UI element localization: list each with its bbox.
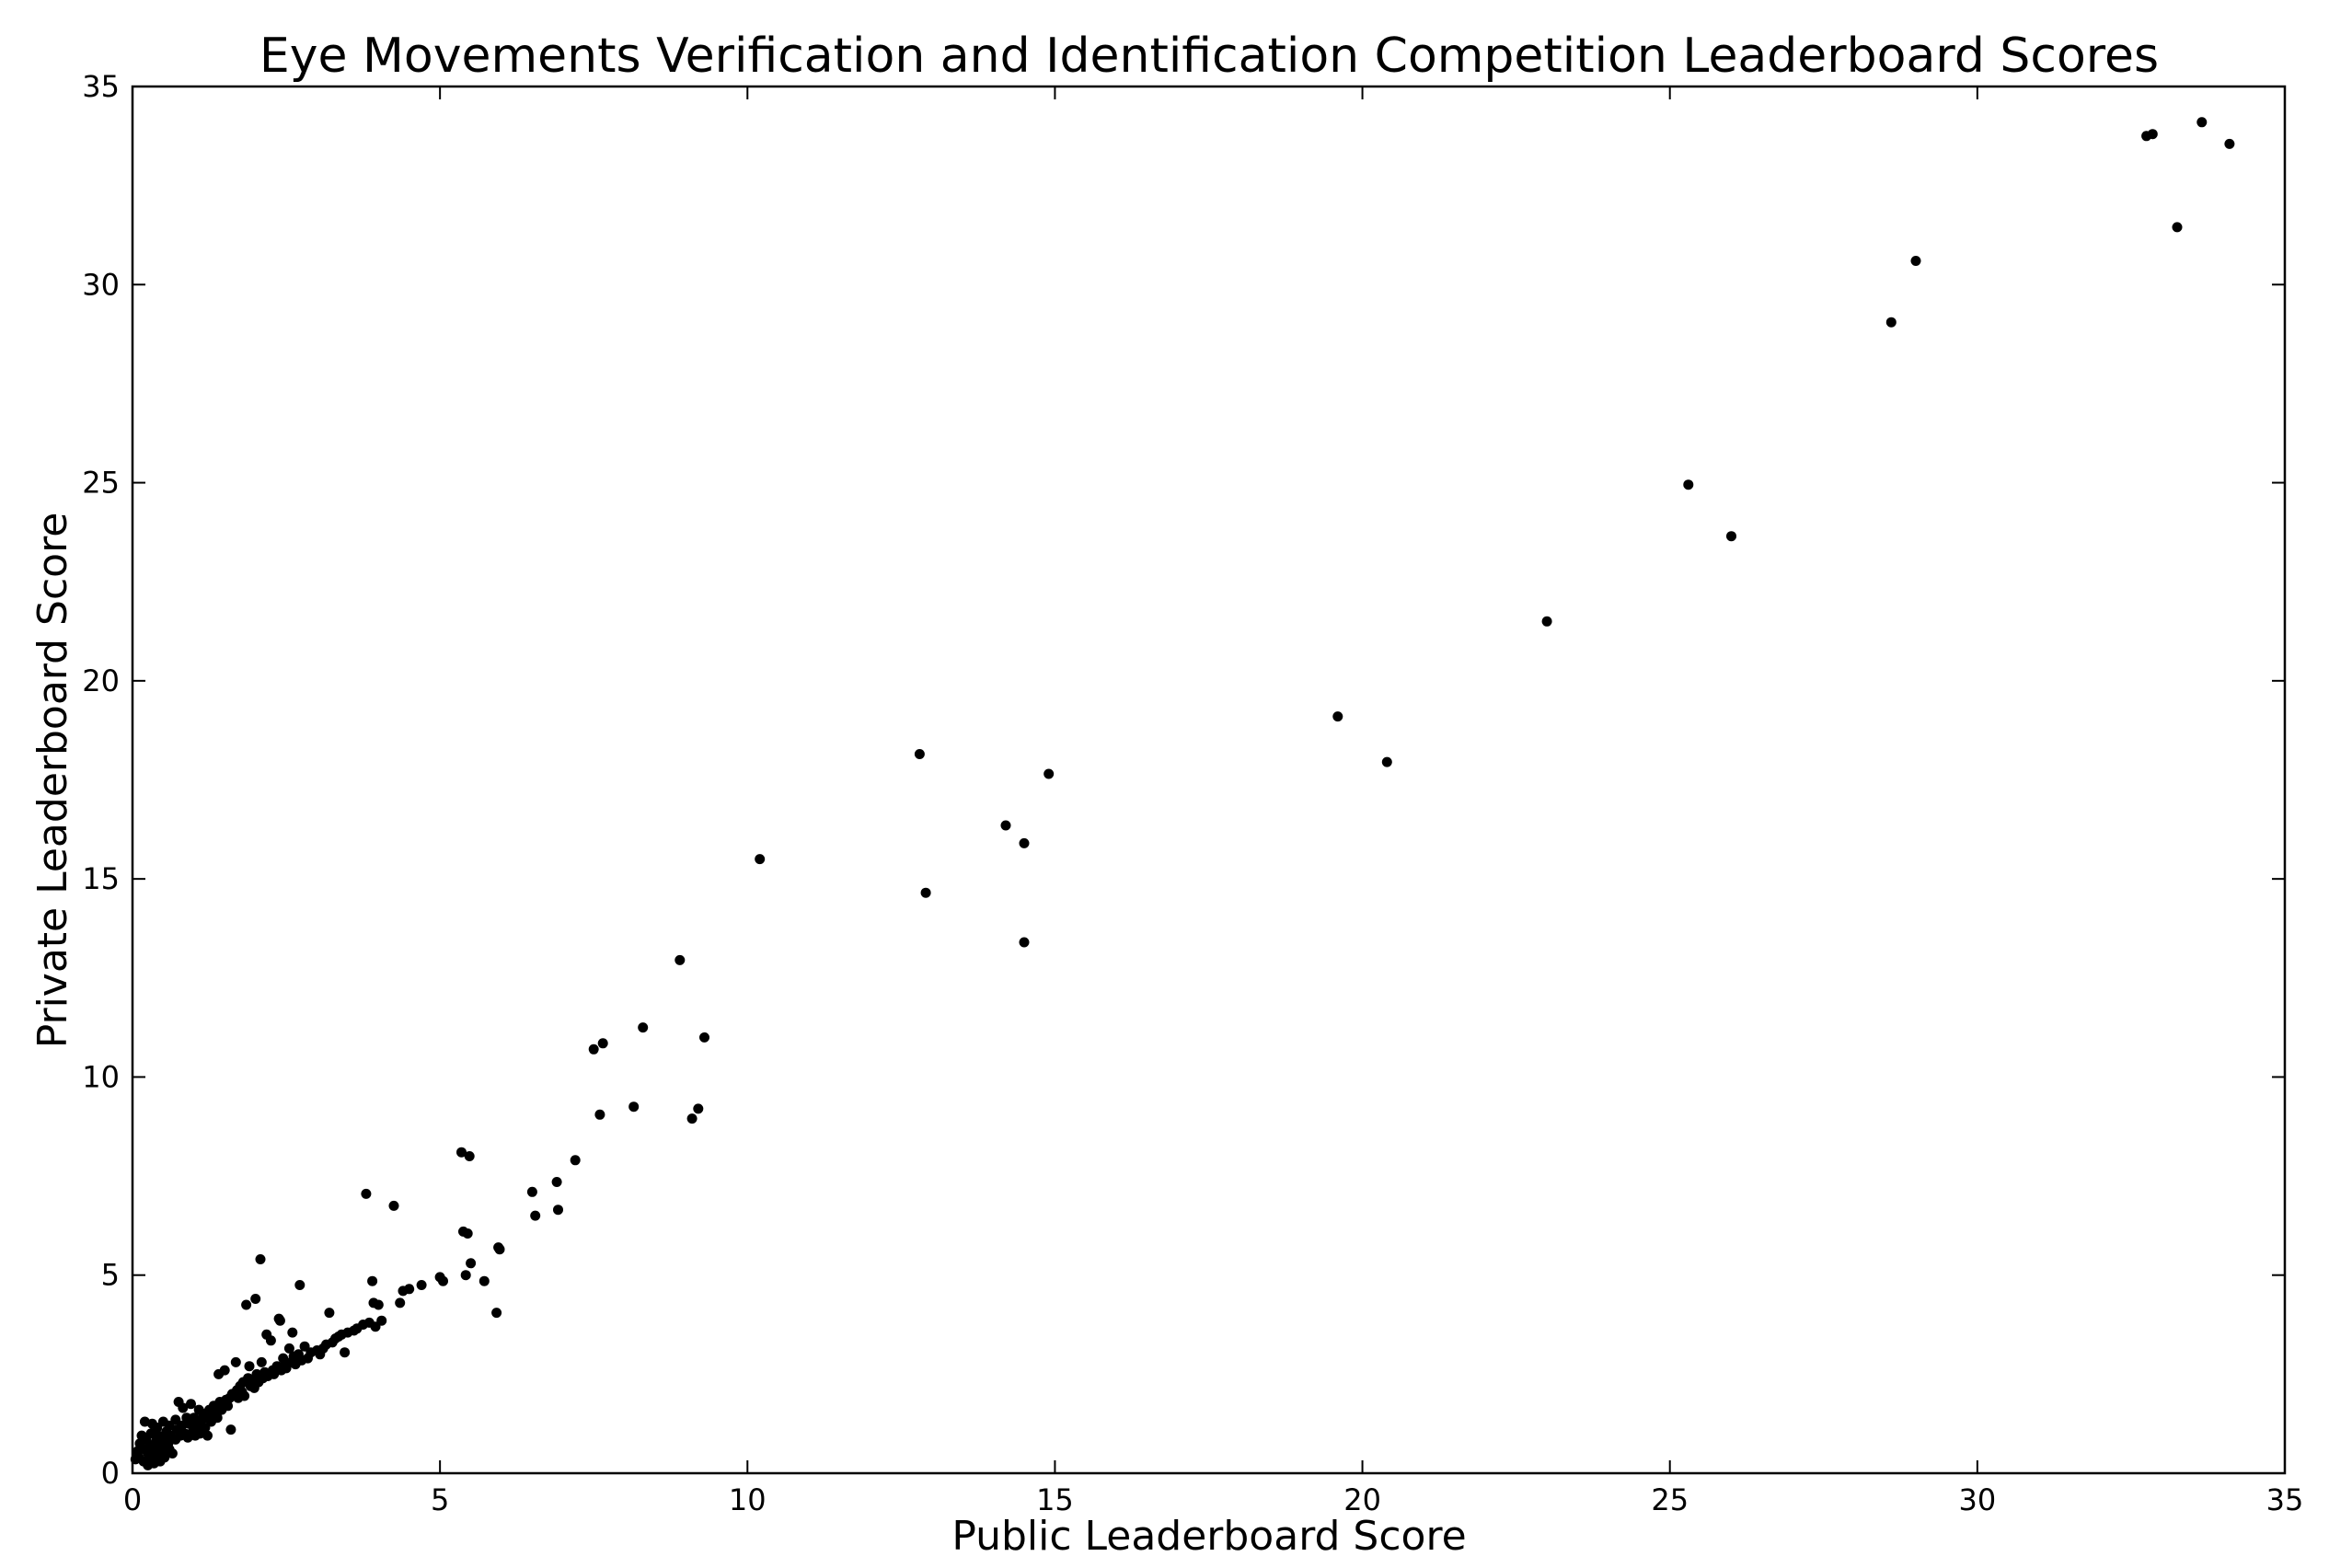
x-tick-label: 30 bbox=[1958, 1482, 1996, 1517]
data-point bbox=[674, 954, 686, 965]
data-point bbox=[1043, 768, 1055, 779]
data-point bbox=[244, 1361, 255, 1372]
x-tick-label: 35 bbox=[2266, 1482, 2304, 1517]
x-tick-label: 20 bbox=[1343, 1482, 1381, 1517]
data-point bbox=[491, 1308, 502, 1319]
y-tick-label: 0 bbox=[101, 1456, 120, 1491]
plot-area-frame bbox=[131, 85, 2287, 1475]
data-point bbox=[597, 1038, 608, 1049]
x-axis-label: Public Leaderboard Score bbox=[951, 1513, 1466, 1560]
data-point bbox=[230, 1356, 241, 1367]
data-point bbox=[265, 1335, 276, 1346]
data-point bbox=[1541, 616, 1552, 627]
data-point bbox=[250, 1294, 261, 1304]
data-point bbox=[551, 1177, 562, 1187]
data-point bbox=[178, 1402, 189, 1413]
data-point bbox=[274, 1315, 285, 1326]
data-point bbox=[438, 1275, 448, 1286]
y-tick-label: 20 bbox=[82, 663, 120, 698]
data-point bbox=[530, 1210, 541, 1221]
data-point bbox=[638, 1022, 649, 1033]
data-point bbox=[466, 1258, 477, 1269]
data-point bbox=[212, 1412, 223, 1424]
data-point bbox=[920, 887, 931, 898]
data-point bbox=[686, 1113, 698, 1124]
x-tick-label: 15 bbox=[1036, 1482, 1074, 1517]
data-point bbox=[186, 1399, 196, 1410]
data-point bbox=[464, 1151, 475, 1161]
y-tick-label: 35 bbox=[82, 69, 120, 104]
data-point bbox=[460, 1270, 471, 1281]
data-point bbox=[1019, 837, 1030, 848]
data-point bbox=[283, 1343, 294, 1354]
data-point bbox=[395, 1297, 406, 1309]
x-tick-label: 25 bbox=[1651, 1482, 1689, 1517]
data-point bbox=[324, 1308, 335, 1319]
data-point bbox=[388, 1200, 399, 1211]
data-point bbox=[367, 1275, 378, 1286]
y-axis-label: Private Leaderboard Score bbox=[29, 513, 76, 1049]
data-point bbox=[553, 1205, 563, 1216]
data-point bbox=[255, 1254, 266, 1264]
data-point bbox=[462, 1228, 473, 1239]
x-tick-label: 10 bbox=[729, 1482, 767, 1517]
x-tick-label: 0 bbox=[123, 1482, 142, 1517]
x-tick-label: 5 bbox=[431, 1482, 449, 1517]
data-point bbox=[914, 749, 925, 759]
data-point bbox=[1885, 317, 1897, 328]
y-tick-label: 25 bbox=[82, 466, 120, 501]
data-point bbox=[1726, 531, 1736, 542]
y-tick-label: 30 bbox=[82, 267, 120, 302]
data-point bbox=[361, 1188, 372, 1199]
data-point bbox=[223, 1401, 234, 1412]
points-layer bbox=[130, 117, 2235, 1470]
data-point bbox=[478, 1275, 490, 1286]
ticks-layer: 0 5 10 15 20 25 30 35 0 5 10 15 20 25 30 35 bbox=[82, 69, 2303, 1517]
data-point bbox=[1910, 256, 1921, 266]
data-point bbox=[1683, 479, 1694, 490]
data-point bbox=[416, 1280, 427, 1290]
y-tick-label: 5 bbox=[101, 1258, 120, 1293]
data-point bbox=[628, 1101, 640, 1113]
data-point bbox=[2224, 138, 2235, 149]
y-tick-label: 10 bbox=[82, 1059, 120, 1094]
data-point bbox=[159, 1452, 170, 1463]
data-point bbox=[287, 1327, 298, 1338]
chart-title: Eye Movements Verification and Identific… bbox=[259, 29, 2159, 84]
data-point bbox=[219, 1365, 230, 1376]
data-point bbox=[1019, 937, 1030, 948]
data-point bbox=[699, 1032, 709, 1043]
data-point bbox=[456, 1147, 467, 1158]
data-point bbox=[1332, 711, 1343, 722]
data-point bbox=[588, 1043, 599, 1055]
data-point bbox=[755, 854, 766, 865]
data-point bbox=[1381, 756, 1392, 767]
data-point bbox=[241, 1299, 252, 1310]
data-point bbox=[202, 1430, 213, 1441]
data-point bbox=[594, 1109, 605, 1120]
data-point bbox=[239, 1390, 250, 1401]
data-point bbox=[1000, 820, 1011, 831]
data-point bbox=[256, 1356, 267, 1367]
data-point bbox=[167, 1448, 178, 1458]
data-point bbox=[494, 1244, 505, 1255]
data-point bbox=[373, 1299, 384, 1310]
data-point bbox=[2147, 129, 2158, 140]
data-point bbox=[340, 1347, 351, 1358]
data-point bbox=[570, 1155, 581, 1166]
data-point bbox=[225, 1424, 236, 1435]
data-point bbox=[376, 1315, 387, 1326]
data-point bbox=[526, 1186, 537, 1197]
data-point bbox=[294, 1280, 306, 1290]
y-tick-label: 15 bbox=[82, 861, 120, 896]
data-point bbox=[693, 1103, 704, 1114]
data-point bbox=[2172, 222, 2183, 233]
data-point bbox=[2196, 117, 2208, 128]
data-point bbox=[404, 1284, 415, 1295]
